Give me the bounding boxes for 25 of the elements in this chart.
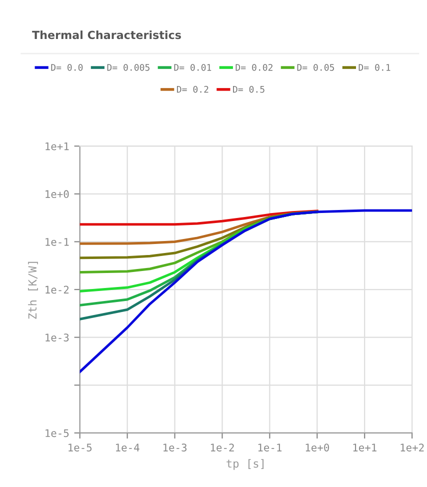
y-tick-label: 1e-2 — [46, 286, 69, 294]
x-tick-label: 1e-1 — [258, 444, 282, 452]
x-tick-label: 1e+1 — [353, 444, 376, 452]
y-tick-label: 1e-5 — [46, 429, 69, 438]
legend-label: D= 0.01 — [174, 64, 212, 71]
y-tick-label: 1e+1 — [46, 142, 69, 150]
legend-label: D= 0.5 — [233, 86, 264, 93]
legend-label: D= 0.1 — [358, 64, 390, 71]
x-tick-label: 1e-5 — [68, 444, 92, 452]
y-axis-title: Zth [K/W] — [28, 262, 38, 319]
legend-label: D= 0.005 — [107, 64, 150, 71]
legend-label: D= 0.05 — [297, 64, 334, 71]
y-tick-label: 1e-3 — [46, 334, 69, 342]
y-tick-label: 1e-1 — [46, 238, 69, 246]
y-tick-label: 1e+0 — [46, 190, 69, 198]
x-tick-label: 1e+2 — [400, 444, 424, 452]
x-tick-label: 1e-4 — [116, 444, 140, 452]
legend-label: D= 0.2 — [176, 86, 208, 93]
x-tick-label: 1e-3 — [163, 444, 187, 452]
legend-label: D= 0.0 — [51, 64, 83, 71]
chart-title: Thermal Characteristics — [32, 30, 181, 40]
legend-label: D= 0.02 — [236, 64, 272, 71]
x-tick-label: 1e+0 — [306, 444, 330, 452]
x-tick-label: 1e-2 — [210, 444, 234, 452]
x-axis-title: tp [s] — [226, 459, 264, 470]
